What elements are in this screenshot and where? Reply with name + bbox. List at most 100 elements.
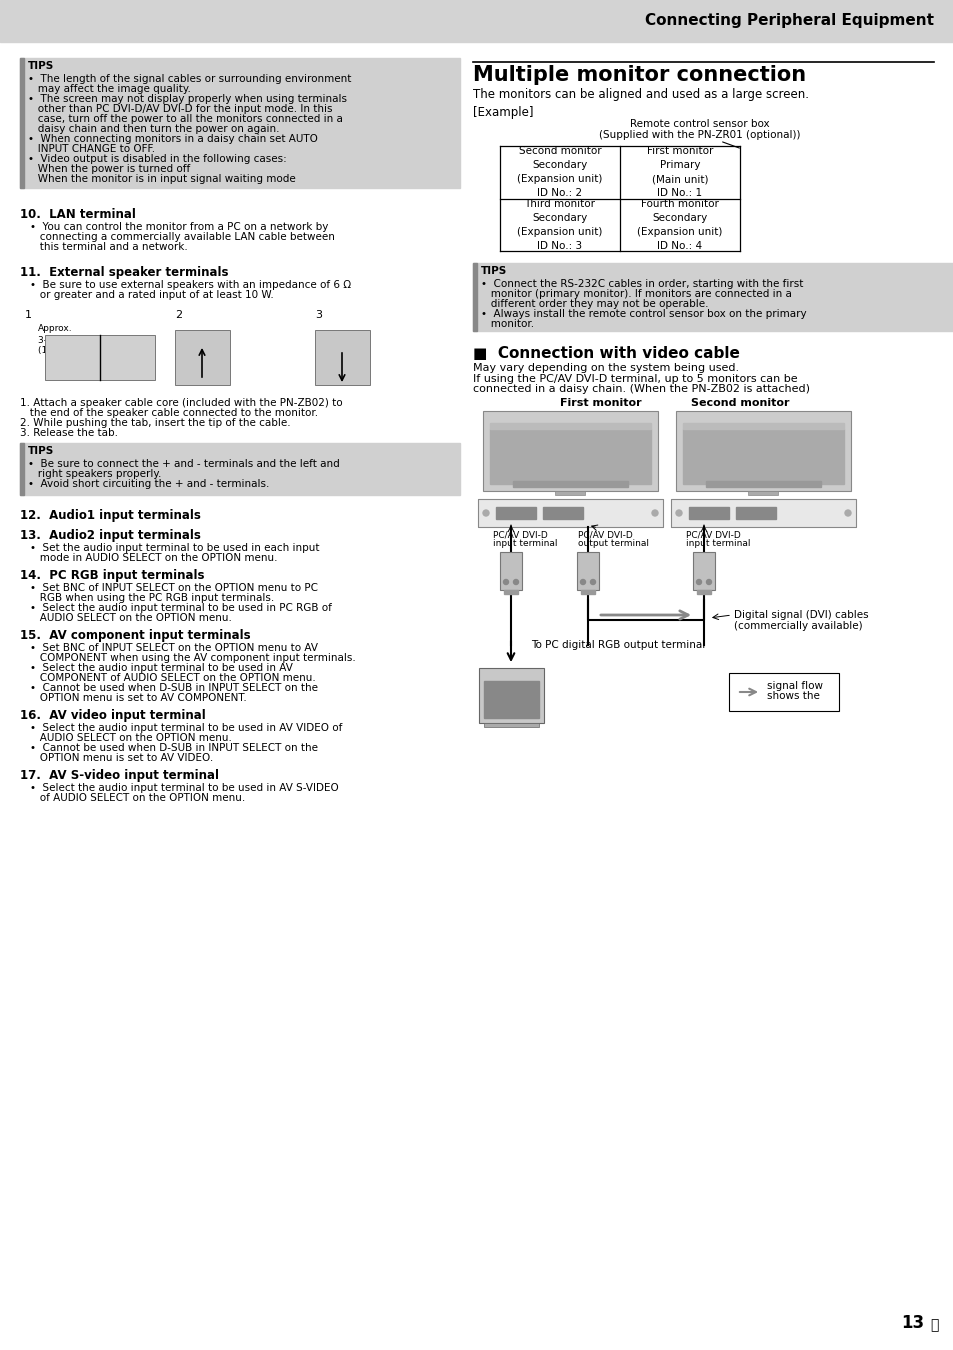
Bar [577,552,598,590]
Text: 3. Release the tab.: 3. Release the tab. [20,428,118,437]
Text: TIPS: TIPS [28,446,54,456]
Text: Ⓔ: Ⓔ [929,1318,938,1332]
Text: shows the: shows the [766,691,819,701]
Bar [174,329,230,385]
Circle shape [590,579,595,585]
Text: The monitors can be aligned and used as a large screen.: The monitors can be aligned and used as … [473,88,808,101]
Text: OPTION menu is set to AV COMPONENT.: OPTION menu is set to AV COMPONENT. [30,693,247,703]
Text: PC/AV DVI-D: PC/AV DVI-D [685,531,740,539]
Text: Second monitor
Secondary
(Expansion unit)
ID No.: 2: Second monitor Secondary (Expansion unit… [517,146,602,198]
Circle shape [579,579,585,585]
Text: COMPONENT of AUDIO SELECT on the OPTION menu.: COMPONENT of AUDIO SELECT on the OPTION … [30,674,315,683]
Text: •  Set BNC of INPUT SELECT on the OPTION menu to AV: • Set BNC of INPUT SELECT on the OPTION … [30,643,317,653]
Text: monitor (primary monitor). If monitors are connected in a: monitor (primary monitor). If monitors a… [480,289,791,298]
Text: this terminal and a network.: this terminal and a network. [30,242,188,252]
Text: may affect the image quality.: may affect the image quality. [28,84,191,95]
Bar [697,590,710,594]
Text: other than PC DVI-D/AV DVI-D for the input mode. In this: other than PC DVI-D/AV DVI-D for the inp… [28,104,333,113]
Text: [Example]: [Example] [473,107,533,119]
Bar [473,263,476,331]
Circle shape [651,510,658,516]
Bar [735,508,775,518]
Text: 13.  Audio2 input terminals: 13. Audio2 input terminals [20,529,201,541]
Text: connected in a daisy chain. (When the PN-ZB02 is attached): connected in a daisy chain. (When the PN… [473,383,809,394]
Circle shape [676,510,681,516]
Text: PC/AV DVI-D: PC/AV DVI-D [493,531,547,539]
Text: •  Set BNC of INPUT SELECT on the OPTION menu to PC: • Set BNC of INPUT SELECT on the OPTION … [30,583,317,593]
Text: •  Select the audio input terminal to be used in AV VIDEO of: • Select the audio input terminal to be … [30,724,342,733]
Text: •  Be sure to connect the + and - terminals and the left and: • Be sure to connect the + and - termina… [28,459,339,468]
Text: 1: 1 [25,310,32,320]
Text: input terminal: input terminal [685,539,750,548]
Text: AUDIO SELECT on the OPTION menu.: AUDIO SELECT on the OPTION menu. [30,733,232,743]
Text: •  The length of the signal cables or surrounding environment: • The length of the signal cables or sur… [28,74,351,84]
Bar [483,724,538,728]
Bar [682,423,843,429]
Text: input terminal: input terminal [493,539,557,548]
Bar [580,590,595,594]
Text: ■  Connection with video cable: ■ Connection with video cable [473,346,740,360]
Bar [747,491,778,495]
Circle shape [513,579,518,585]
Bar [503,590,517,594]
Text: •  The screen may not display properly when using terminals: • The screen may not display properly wh… [28,95,347,104]
Bar [542,508,582,518]
Bar [499,552,521,590]
Text: case, turn off the power to all the monitors connected in a: case, turn off the power to all the moni… [28,113,342,124]
Text: Second monitor: Second monitor [690,398,789,408]
Text: First monitor
Primary
(Main unit)
ID No.: 1: First monitor Primary (Main unit) ID No.… [646,146,713,198]
Text: •  Cannot be used when D-SUB in INPUT SELECT on the: • Cannot be used when D-SUB in INPUT SEL… [30,683,317,693]
Bar [670,500,855,526]
Text: 14.  PC RGB input terminals: 14. PC RGB input terminals [20,568,204,582]
Text: of AUDIO SELECT on the OPTION menu.: of AUDIO SELECT on the OPTION menu. [30,792,245,803]
Text: •  Select the audio input terminal to be used in AV S-VIDEO: • Select the audio input terminal to be … [30,783,338,792]
Bar [705,481,821,487]
Bar [483,680,538,718]
Text: monitor.: monitor. [480,319,534,329]
Bar [45,335,154,379]
Text: 3: 3 [314,310,322,320]
Text: If using the PC/AV DVI-D terminal, up to 5 monitors can be: If using the PC/AV DVI-D terminal, up to… [473,374,797,383]
Circle shape [844,510,850,516]
Text: 11.  External speaker terminals: 11. External speaker terminals [20,266,229,279]
Bar [20,58,459,188]
Text: •  Select the audio input terminal to be used in PC RGB of: • Select the audio input terminal to be … [30,603,332,613]
Text: When the power is turned off: When the power is turned off [28,163,190,174]
Bar [477,500,662,526]
Bar [682,429,843,485]
Text: mode in AUDIO SELECT on the OPTION menu.: mode in AUDIO SELECT on the OPTION menu. [30,554,277,563]
Bar [482,410,658,491]
Text: Multiple monitor connection: Multiple monitor connection [473,65,805,85]
Bar [20,443,24,495]
Text: different order they may not be operable.: different order they may not be operable… [480,298,708,309]
Bar [490,429,650,485]
Text: Approx.
3-15/16 inch
(10 cm): Approx. 3-15/16 inch (10 cm) [38,324,95,355]
Text: COMPONENT when using the AV component input terminals.: COMPONENT when using the AV component in… [30,653,355,663]
Text: 17.  AV S-video input terminal: 17. AV S-video input terminal [20,769,219,782]
Bar [513,481,627,487]
Text: 2: 2 [174,310,182,320]
Text: Fourth monitor
Secondary
(Expansion unit)
ID No.: 4: Fourth monitor Secondary (Expansion unit… [637,198,722,251]
Text: AUDIO SELECT on the OPTION menu.: AUDIO SELECT on the OPTION menu. [30,613,232,622]
Circle shape [706,579,711,585]
Text: •  You can control the monitor from a PC on a network by: • You can control the monitor from a PC … [30,221,328,232]
Bar [496,508,536,518]
Bar [555,491,584,495]
Bar [692,552,714,590]
Text: 1. Attach a speaker cable core (included with the PN-ZB02) to: 1. Attach a speaker cable core (included… [20,398,342,408]
Text: 13: 13 [900,1314,923,1332]
Text: •  Be sure to use external speakers with an impedance of 6 Ω: • Be sure to use external speakers with … [30,279,351,290]
Text: INPUT CHANGE to OFF.: INPUT CHANGE to OFF. [28,144,155,154]
Text: 16.  AV video input terminal: 16. AV video input terminal [20,709,206,722]
Bar [688,508,728,518]
Text: Connecting Peripheral Equipment: Connecting Peripheral Equipment [644,14,933,28]
Text: •  Avoid short circuiting the + and - terminals.: • Avoid short circuiting the + and - ter… [28,479,269,489]
Text: •  Always install the remote control sensor box on the primary: • Always install the remote control sens… [480,309,806,319]
Text: signal flow: signal flow [766,680,822,691]
Text: May vary depending on the system being used.: May vary depending on the system being u… [473,363,739,373]
Text: PC/AV DVI-D: PC/AV DVI-D [578,531,632,539]
Text: the end of the speaker cable connected to the monitor.: the end of the speaker cable connected t… [20,408,317,418]
Text: When the monitor is in input signal waiting mode: When the monitor is in input signal wait… [28,174,295,184]
Text: right speakers properly.: right speakers properly. [28,468,161,479]
Bar [728,674,838,711]
